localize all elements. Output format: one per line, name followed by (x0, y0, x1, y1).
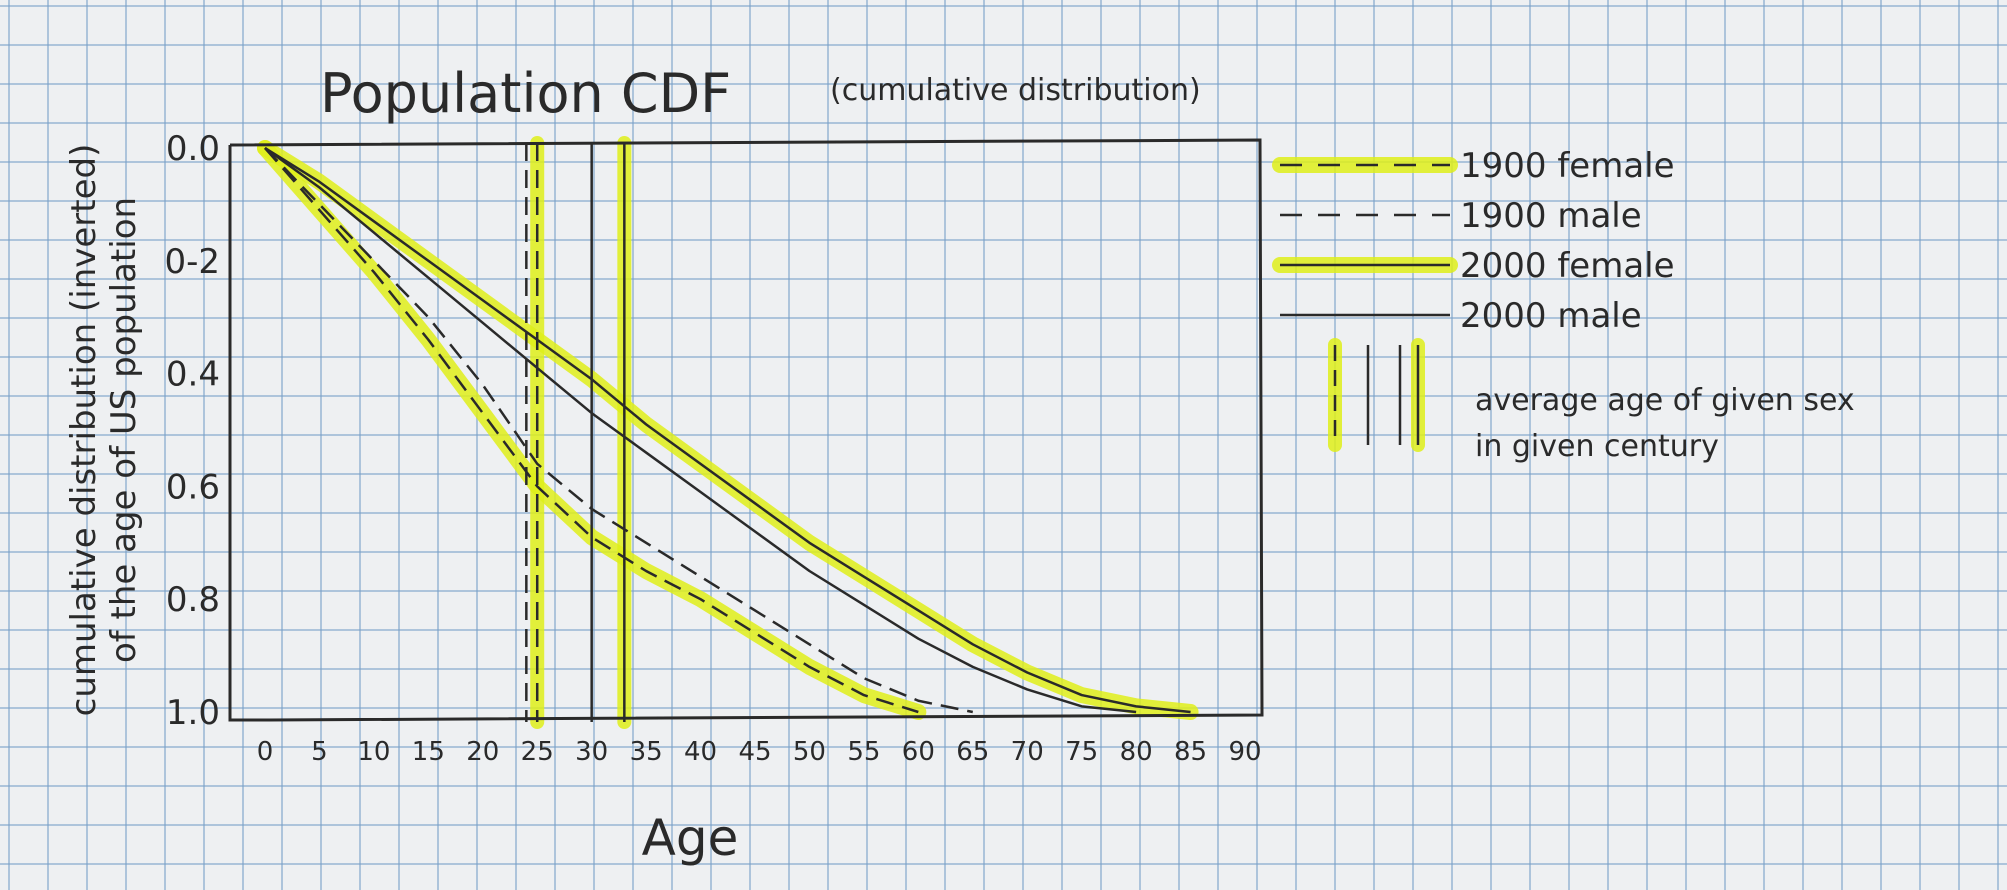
x-tick-label-15: 15 (412, 737, 445, 767)
plot-border (228, 138, 1264, 722)
x-tick-label-35: 35 (630, 737, 663, 767)
series-1900-male-line (264, 147, 974, 714)
plot-frame (228, 138, 1264, 722)
y-tick-label-3: 0.6 (166, 467, 220, 507)
legend-2000-male-label: 2000 male (1460, 296, 1642, 336)
legend-1900-male-label: 1900 male (1460, 196, 1642, 236)
x-tick-label-60: 60 (902, 737, 935, 767)
x-tick-label-45: 45 (738, 737, 771, 767)
x-tick-label-65: 65 (956, 737, 989, 767)
x-tick-label-55: 55 (847, 737, 880, 767)
x-tick-label-40: 40 (684, 737, 717, 767)
y-axis-title-line-1: cumulative distribution (inverted) (64, 144, 104, 717)
highlighter-layer (257, 136, 1199, 729)
x-tick-label-50: 50 (793, 737, 826, 767)
x-tick-label-20: 20 (466, 737, 499, 767)
chart-title: Population CDF (320, 62, 731, 125)
x-tick-label-5: 5 (311, 737, 328, 767)
x-tick-label-30: 30 (575, 737, 608, 767)
legend-2000-female-label: 2000 female (1460, 246, 1675, 286)
series-2000-female-line (264, 146, 1191, 714)
ink-layer (264, 143, 1191, 722)
y-tick-label-2: 0.4 (166, 355, 220, 395)
x-tick-label-25: 25 (521, 737, 554, 767)
x-tick-label-85: 85 (1174, 737, 1207, 767)
y-tick-label-4: 0.8 (166, 580, 220, 620)
x-tick-label-70: 70 (1011, 737, 1044, 767)
text-layer: Population CDF (cumulative distribution)… (64, 62, 1201, 867)
legend: 1900 female 1900 male 2000 female 2000 male… (1272, 146, 1855, 464)
legend-avg-note-line-1: average age of given sex (1475, 383, 1855, 418)
legend-1900-female-label: 1900 female (1460, 146, 1675, 186)
series-2000-male-line (264, 146, 1137, 714)
tick-labels: 0 5 10 15 20 25 30 35 40 45 50 55 60 65 70 75 80 85 90 0.0 0… (164, 129, 1261, 767)
series-1900-female-line (264, 147, 919, 714)
x-tick-label-90: 90 (1228, 737, 1261, 767)
y-tick-label-0: 0.0 (166, 129, 220, 169)
y-tick-label-5: 1.0 (166, 693, 220, 733)
y-axis-title-line-2: of the age of US population (104, 197, 144, 663)
x-tick-label-75: 75 (1065, 737, 1098, 767)
x-tick-label-80: 80 (1120, 737, 1153, 767)
x-tick-label-10: 10 (357, 737, 390, 767)
series-2000-female-highlight (257, 140, 1199, 720)
x-tick-label-0: 0 (257, 737, 274, 767)
y-tick-label-1: 0-2 (164, 242, 220, 282)
legend-avg-note-line-2: in given century (1475, 429, 1719, 464)
chart-subtitle: (cumulative distribution) (830, 73, 1201, 108)
x-axis-title: Age (642, 809, 739, 867)
